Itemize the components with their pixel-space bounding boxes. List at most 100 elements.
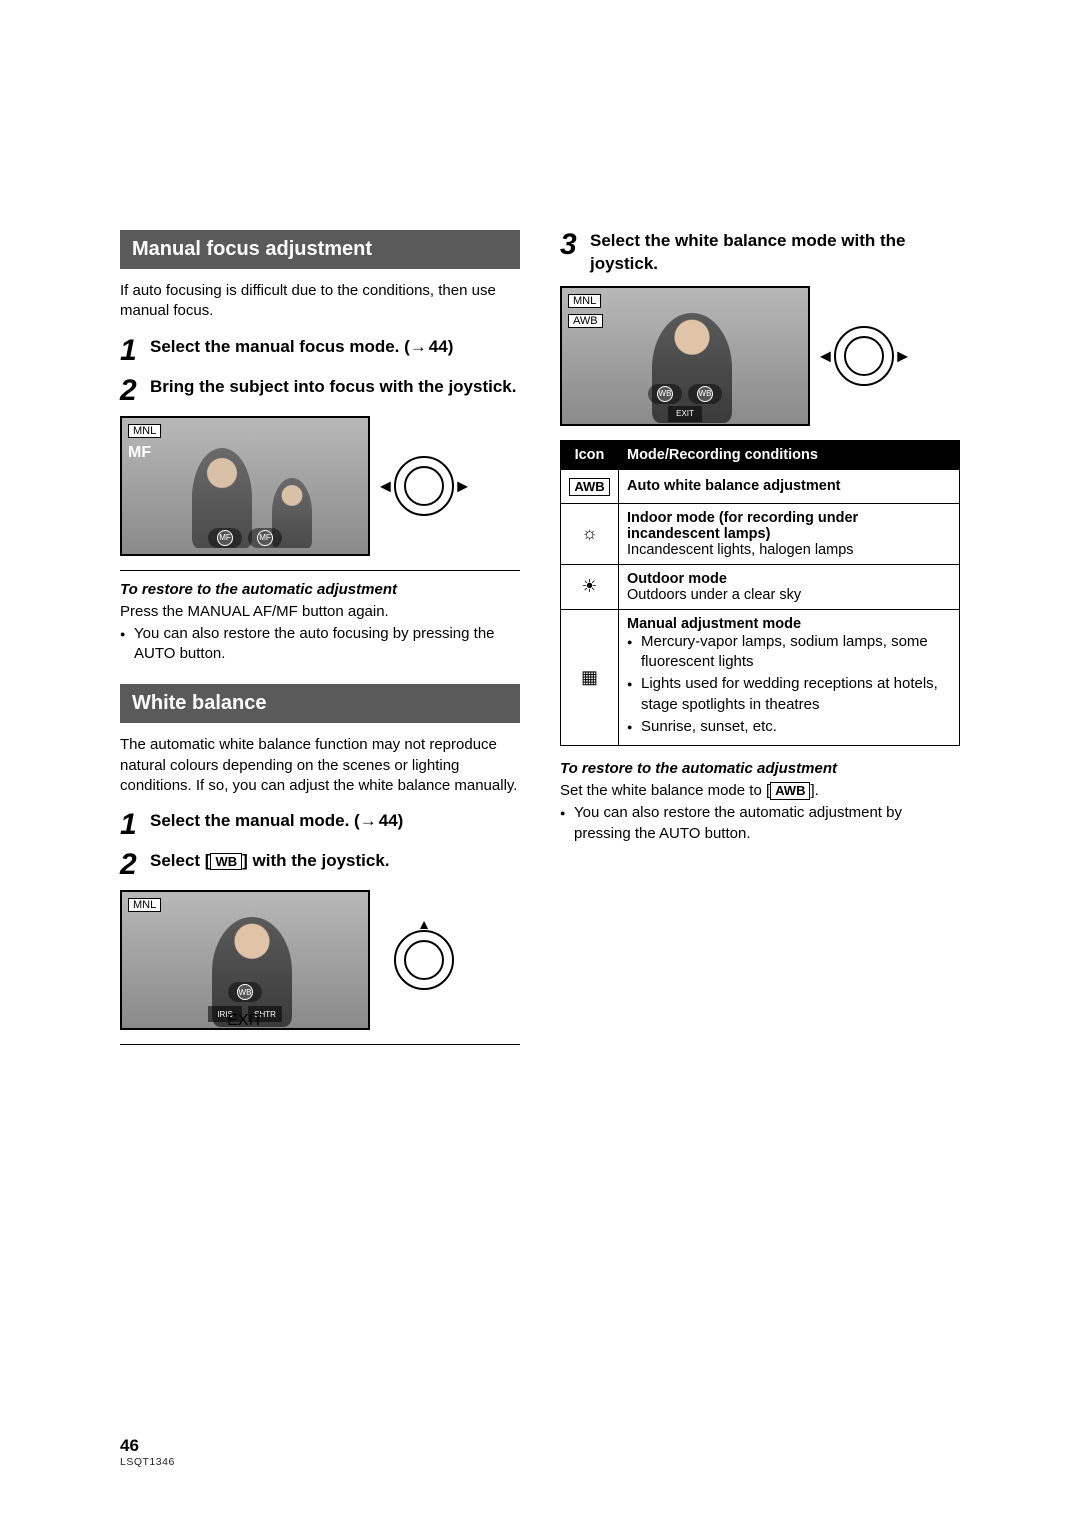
arrow-left-icon: ◀ [380,477,391,494]
bullet: Mercury-vapor lamps, sodium lamps, some … [627,632,951,673]
step-number: 2 [120,376,150,406]
osd-tag: EXIT [227,1012,263,1030]
osd-hint-row: WB [228,982,262,1002]
step-2-focus: 2 Bring the subject into focus with the … [120,376,520,406]
awb-box-icon: AWB [770,782,810,800]
step-text: Bring the subject into focus with the jo… [150,376,520,406]
step-3-wb: 3 Select the white balance mode with the… [560,230,960,276]
mode-desc: Incandescent lights, halogen lamps [627,542,951,558]
step-text-post: ) [398,811,404,830]
joystick-icon: ◀ ▶ [834,326,894,386]
step-text: Select [WB] with the joystick. [150,850,520,880]
step-text: Select the manual mode. (44) [150,810,520,840]
osd-pill: WB [648,384,682,404]
step-number: 3 [560,230,590,276]
icon-cell: ☼ [561,503,619,564]
osd-pill: WB [688,384,722,404]
step-text-pre: Select [ [150,851,210,870]
restore-heading: To restore to the automatic adjustment [120,581,520,598]
figure-wb-mode: MNL AWB WB WB EXIT ◀ ▶ [560,286,960,426]
right-column: 3 Select the white balance mode with the… [560,230,960,1055]
divider [120,1044,520,1045]
page-ref: 44 [360,811,398,830]
step-2-wb: 2 Select [WB] with the joystick. [120,850,520,880]
intro-white-balance: The automatic white balance function may… [120,735,520,796]
osd-pill-label: WB [657,386,673,402]
step-1-wb: 1 Select the manual mode. (44) [120,810,520,840]
osd-pill-label: MF [217,530,233,546]
wb-box-icon: WB [210,853,242,871]
restore-heading: To restore to the automatic adjustment [560,760,960,777]
lcd-screen: MNL MF MF MF [120,416,370,556]
joystick-icon: ▲ [394,930,454,990]
osd-hint-row: MF MF [208,528,282,548]
step-text-post: ] with the joystick. [242,851,389,870]
col-header-icon: Icon [561,440,619,469]
table-header-row: Icon Mode/Recording conditions [561,440,960,469]
page: Manual focus adjustment If auto focusing… [0,0,1080,1528]
osd-hint-row: WB WB [648,384,722,404]
figure-focus: MNL MF MF MF ◀ ▶ [120,416,520,556]
arrow-right-icon: ▶ [897,347,908,364]
joystick-ring [404,466,444,506]
osd-hint-row: EXIT [668,406,702,422]
mode-cell: Manual adjustment mode Mercury-vapor lam… [619,609,960,745]
step-text: Select the white balance mode with the j… [590,230,960,276]
mode-cell: Outdoor mode Outdoors under a clear sky [619,564,960,609]
step-number: 2 [120,850,150,880]
mode-cell: Indoor mode (for recording under incande… [619,503,960,564]
osd-pill-label: MF [257,530,273,546]
joystick-icon: ◀ ▶ [394,456,454,516]
mode-desc: Outdoors under a clear sky [627,587,951,603]
lcd-screen: MNL WB IRIS SHTR EXIT [120,890,370,1030]
bulb-icon: ☼ [581,523,598,543]
restore-line: Set the white balance mode to [AWB]. [560,781,960,801]
mnl-badge: MNL [568,294,601,308]
bullet: Lights used for wedding receptions at ho… [627,674,951,715]
bullet: You can also restore the automatic adjus… [560,803,960,844]
arrow-left-icon: ◀ [820,347,831,364]
step-text-pre: Select the manual focus mode. ( [150,337,410,356]
bullet: You can also restore the auto focusing b… [120,624,520,665]
figure-wb-select: MNL WB IRIS SHTR EXIT ▲ [120,890,520,1030]
section-title-white-balance: White balance [120,684,520,723]
page-ref: 44 [410,337,448,356]
arrow-right-icon: ▶ [457,477,468,494]
two-column-layout: Manual focus adjustment If auto focusing… [120,230,960,1055]
restore-line: Press the MANUAL AF/MF button again. [120,602,520,622]
mnl-badge: MNL [128,898,161,912]
restore-bullets: You can also restore the auto focusing b… [120,624,520,665]
page-number: 46 [120,1436,175,1456]
step-text: Select the manual focus mode. (44) [150,336,520,366]
osd-pill: WB [228,982,262,1002]
awb-badge: AWB [568,314,603,328]
table-row: ☼ Indoor mode (for recording under incan… [561,503,960,564]
sun-icon: ☀ [581,576,597,596]
osd-pill-label: WB [697,386,713,402]
mode-title: Auto white balance adjustment [627,478,841,494]
mnl-badge: MNL [128,424,161,438]
mode-cell: Auto white balance adjustment [619,469,960,503]
step-number: 1 [120,336,150,366]
icon-cell: AWB [561,469,619,503]
section-title-manual-focus: Manual focus adjustment [120,230,520,269]
joystick-ring [844,336,884,376]
col-header-mode: Mode/Recording conditions [619,440,960,469]
mode-title: Manual adjustment mode [627,616,951,632]
arrow-up-icon: ▲ [417,916,431,932]
osd-tag: EXIT [668,406,702,422]
mf-indicator: MF [128,444,151,462]
bullet: Sunrise, sunset, etc. [627,717,951,737]
table-row: ▦ Manual adjustment mode Mercury-vapor l… [561,609,960,745]
left-column: Manual focus adjustment If auto focusing… [120,230,520,1055]
manual-wb-icon: ▦ [581,667,598,687]
step-1-focus: 1 Select the manual focus mode. (44) [120,336,520,366]
icon-cell: ☀ [561,564,619,609]
restore-bullets: You can also restore the automatic adjus… [560,803,960,844]
joystick-ring [404,940,444,980]
page-footer: 46 LSQT1346 [120,1436,175,1468]
osd-pill: MF [208,528,242,548]
doc-id: LSQT1346 [120,1456,175,1468]
step-text-pre: Select the manual mode. ( [150,811,360,830]
step-number: 1 [120,810,150,840]
